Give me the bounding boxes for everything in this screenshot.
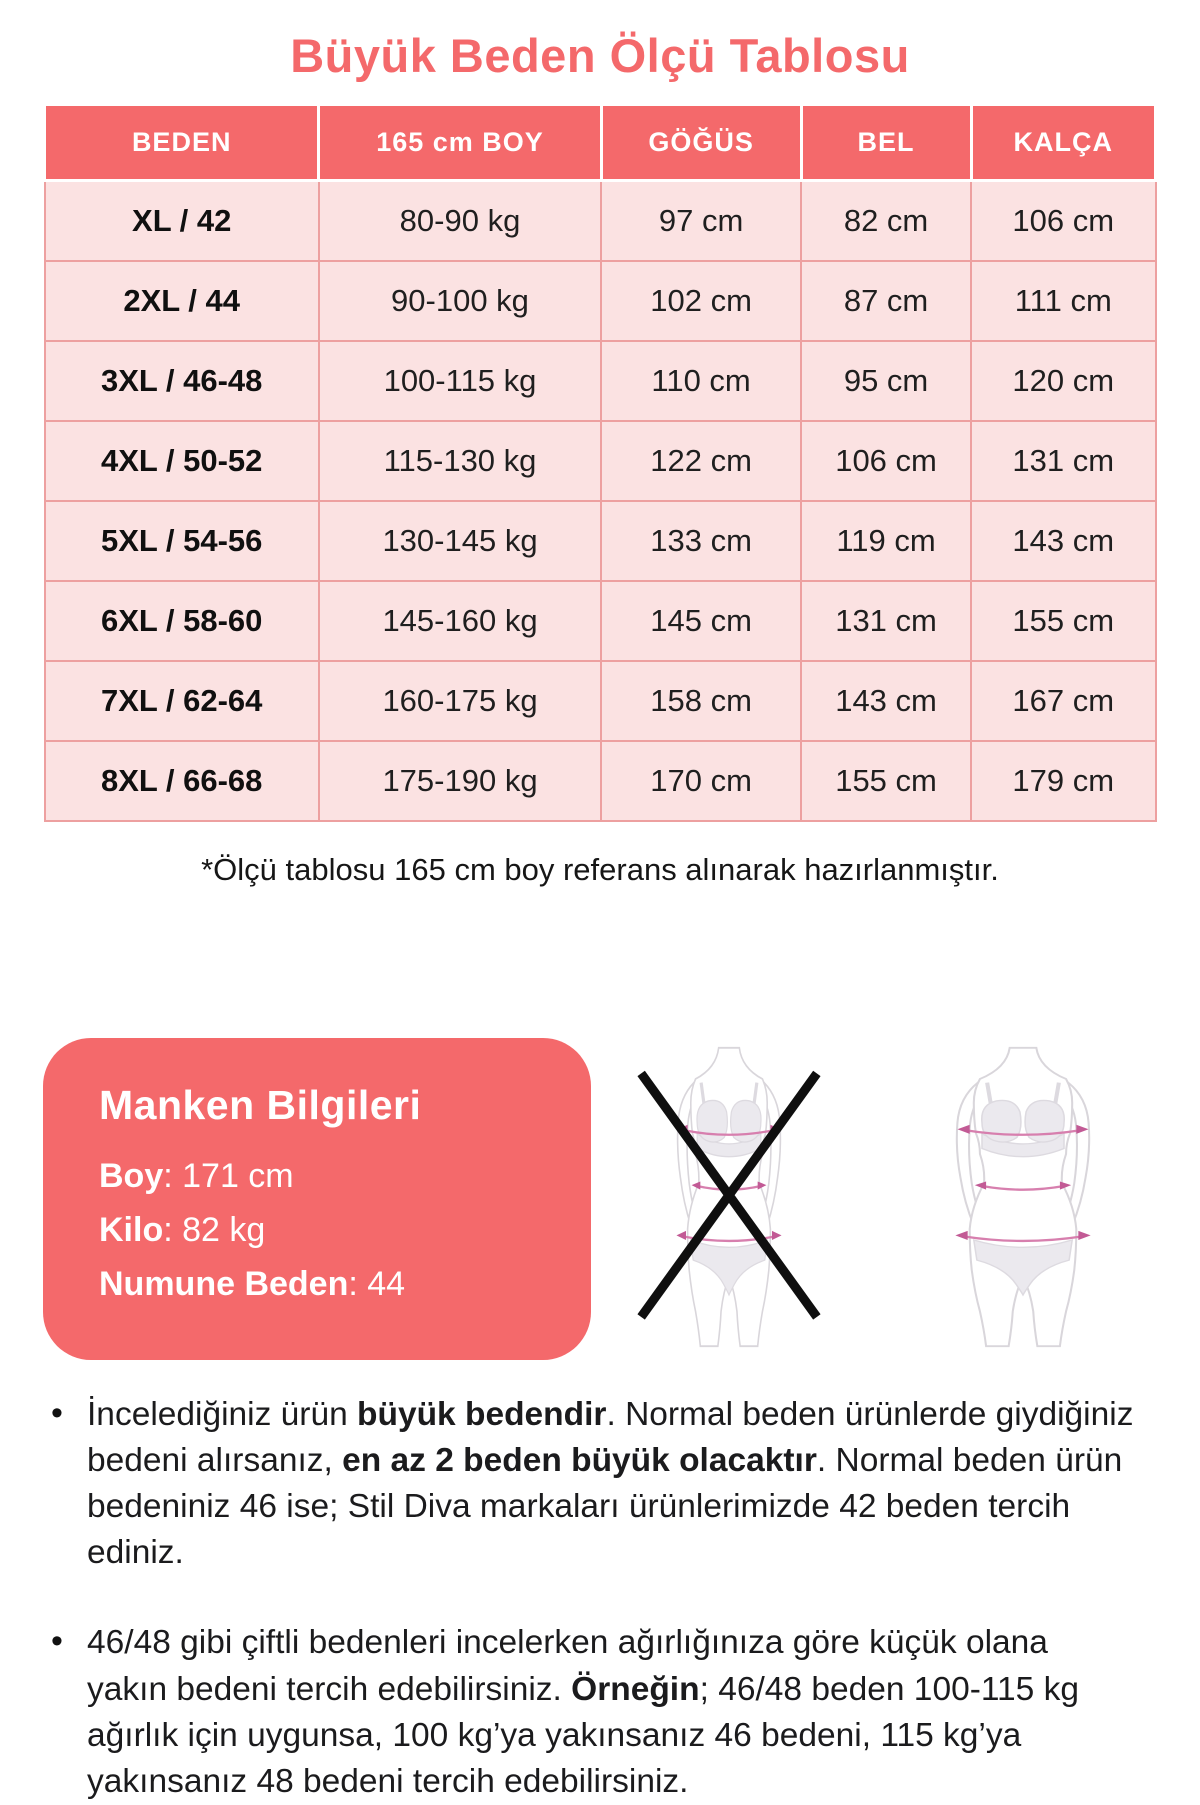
- table-row: 4XL / 50-52 115-130 kg 122 cm 106 cm 131…: [45, 421, 1156, 501]
- model-info-box: Manken Bilgileri Boy: 171 cm Kilo: 82 kg…: [43, 1038, 591, 1360]
- cell-size: 6XL / 58-60: [45, 581, 319, 661]
- cell-hip: 131 cm: [971, 421, 1155, 501]
- table-row: 8XL / 66-68 175-190 kg 170 cm 155 cm 179…: [45, 741, 1156, 821]
- note-item-plus-size: İncelediğiniz ürün büyük bedendir. Norma…: [45, 1392, 1135, 1577]
- cell-size: 2XL / 44: [45, 261, 319, 341]
- cell-chest: 145 cm: [601, 581, 801, 661]
- cell-weight: 175-190 kg: [319, 741, 601, 821]
- cell-size: XL / 42: [45, 181, 319, 261]
- cell-size: 5XL / 54-56: [45, 501, 319, 581]
- cell-hip: 106 cm: [971, 181, 1155, 261]
- correct-fit-figure: [889, 1046, 1157, 1348]
- cell-weight: 90-100 kg: [319, 261, 601, 341]
- table-row: 5XL / 54-56 130-145 kg 133 cm 119 cm 143…: [45, 501, 1156, 581]
- cell-chest: 110 cm: [601, 341, 801, 421]
- table-row: 3XL / 46-48 100-115 kg 110 cm 95 cm 120 …: [45, 341, 1156, 421]
- column-header-beden: BEDEN: [45, 105, 319, 181]
- cell-chest: 122 cm: [601, 421, 801, 501]
- cell-waist: 131 cm: [801, 581, 971, 661]
- cell-weight: 130-145 kg: [319, 501, 601, 581]
- column-header-bel: BEL: [801, 105, 971, 181]
- cell-waist: 119 cm: [801, 501, 971, 581]
- cell-waist: 87 cm: [801, 261, 971, 341]
- wrong-fit-figure: [595, 1046, 863, 1348]
- size-notes-list: İncelediğiniz ürün büyük bedendir. Norma…: [45, 1392, 1155, 1805]
- page-title: Büyük Beden Ölçü Tablosu: [0, 0, 1200, 83]
- cell-hip: 155 cm: [971, 581, 1155, 661]
- cell-size: 3XL / 46-48: [45, 341, 319, 421]
- cell-hip: 120 cm: [971, 341, 1155, 421]
- column-header-gogus: GÖĞÜS: [601, 105, 801, 181]
- cell-weight: 145-160 kg: [319, 581, 601, 661]
- column-header-kalca: KALÇA: [971, 105, 1155, 181]
- table-row: 6XL / 58-60 145-160 kg 145 cm 131 cm 155…: [45, 581, 1156, 661]
- cell-hip: 143 cm: [971, 501, 1155, 581]
- cell-hip: 167 cm: [971, 661, 1155, 741]
- column-header-boy: 165 cm BOY: [319, 105, 601, 181]
- cell-waist: 143 cm: [801, 661, 971, 741]
- cell-waist: 95 cm: [801, 341, 971, 421]
- cell-hip: 179 cm: [971, 741, 1155, 821]
- table-row: XL / 42 80-90 kg 97 cm 82 cm 106 cm: [45, 181, 1156, 261]
- cell-chest: 133 cm: [601, 501, 801, 581]
- cell-waist: 82 cm: [801, 181, 971, 261]
- model-weight-line: Kilo: 82 kg: [99, 1213, 571, 1247]
- cell-weight: 100-115 kg: [319, 341, 601, 421]
- cell-size: 8XL / 66-68: [45, 741, 319, 821]
- model-height-line: Boy: 171 cm: [99, 1159, 571, 1193]
- cell-weight: 115-130 kg: [319, 421, 601, 501]
- cell-weight: 80-90 kg: [319, 181, 601, 261]
- cell-chest: 97 cm: [601, 181, 801, 261]
- table-row: 7XL / 62-64 160-175 kg 158 cm 143 cm 167…: [45, 661, 1156, 741]
- table-row: 2XL / 44 90-100 kg 102 cm 87 cm 111 cm: [45, 261, 1156, 341]
- cell-size: 4XL / 50-52: [45, 421, 319, 501]
- cell-chest: 102 cm: [601, 261, 801, 341]
- table-footnote: *Ölçü tablosu 165 cm boy referans alınar…: [0, 852, 1200, 888]
- model-info-title: Manken Bilgileri: [99, 1082, 571, 1129]
- cell-waist: 106 cm: [801, 421, 971, 501]
- cell-hip: 111 cm: [971, 261, 1155, 341]
- model-sample-size-line: Numune Beden: 44: [99, 1267, 571, 1301]
- table-header-row: BEDEN 165 cm BOY GÖĞÜS BEL KALÇA: [45, 105, 1156, 181]
- cell-chest: 170 cm: [601, 741, 801, 821]
- fit-figures: [591, 1038, 1160, 1348]
- cell-chest: 158 cm: [601, 661, 801, 741]
- size-table: BEDEN 165 cm BOY GÖĞÜS BEL KALÇA XL / 42…: [43, 103, 1157, 822]
- cell-weight: 160-175 kg: [319, 661, 601, 741]
- cell-waist: 155 cm: [801, 741, 971, 821]
- cell-size: 7XL / 62-64: [45, 661, 319, 741]
- model-info-section: Manken Bilgileri Boy: 171 cm Kilo: 82 kg…: [43, 1038, 1160, 1360]
- note-item-double-size: 46/48 gibi çiftli bedenleri incelerken a…: [45, 1620, 1135, 1805]
